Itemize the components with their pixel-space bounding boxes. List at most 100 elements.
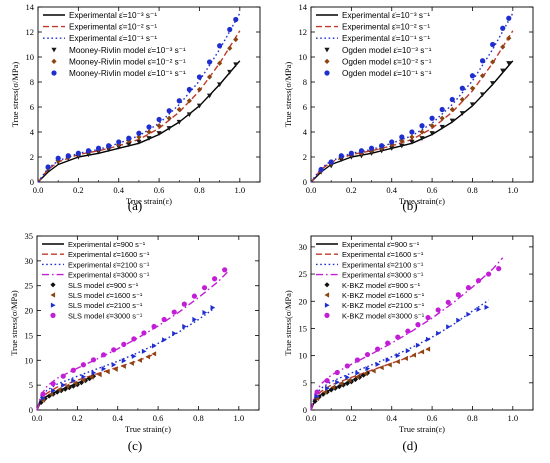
data-point (395, 334, 401, 340)
y-tick-label: 30 (299, 242, 308, 252)
data-point (355, 370, 361, 376)
data-point (233, 62, 239, 68)
x-tick-label: 0.0 (33, 185, 44, 195)
data-point (345, 374, 350, 380)
data-point (344, 363, 350, 369)
data-point (328, 387, 334, 393)
legend-entry: Experimental ε̇=3000 s⁻¹ (68, 271, 150, 280)
data-point (191, 293, 198, 299)
data-point (354, 357, 361, 363)
data-point (312, 398, 318, 404)
data-point (486, 271, 492, 277)
data-point (459, 85, 465, 91)
data-point (328, 159, 334, 165)
x-tick-label: 0.6 (154, 185, 165, 195)
y-tick-label: 0 (303, 177, 307, 187)
data-point (362, 370, 368, 377)
data-point (186, 112, 192, 118)
data-point (415, 322, 421, 328)
legend-marker (324, 292, 330, 298)
legend-entry: K-BKZ model ε̇=2100 s⁻¹ (342, 301, 425, 310)
data-point (50, 381, 56, 387)
legend-marker (324, 47, 330, 53)
data-point (80, 377, 86, 383)
data-point (411, 352, 417, 358)
data-point (379, 148, 385, 154)
legend-entry: Experimental ε̇=3000 s⁻¹ (342, 271, 424, 280)
series-5 (318, 35, 512, 174)
data-point (405, 328, 411, 334)
legend-entry: Experimental ε̇=10⁻¹ s⁻¹ (69, 34, 157, 43)
data-point (121, 363, 126, 369)
legend-entry: Ogden model ε̇=10⁻¹ s⁻¹ (342, 69, 432, 78)
data-point (156, 131, 162, 136)
legend: Experimental ε̇=10⁻³ s⁻¹ Experimental ε̇=… (316, 11, 432, 78)
data-point (338, 157, 344, 163)
data-point (129, 360, 134, 366)
data-point (96, 372, 102, 378)
y-tick-label: 10 (25, 355, 34, 365)
series-3 (310, 12, 514, 183)
data-point (409, 139, 415, 145)
data-point (217, 43, 223, 49)
data-point (389, 146, 395, 151)
plot-frame (37, 6, 261, 183)
data-point (479, 58, 486, 64)
data-point (131, 336, 137, 342)
data-point (227, 69, 233, 75)
data-point (45, 164, 51, 170)
data-point (469, 73, 476, 79)
x-tick-label: 1.0 (235, 185, 246, 195)
x-tick-label: 0.8 (194, 185, 205, 195)
data-point (358, 153, 365, 159)
data-point (70, 383, 76, 389)
data-point (348, 154, 354, 160)
y-tick-label: 10 (299, 351, 308, 361)
x-tick-label: 1.0 (234, 413, 245, 423)
legend: Experimental ε̇=10⁻³ s⁻¹ Experimental ε̇=… (43, 11, 186, 78)
data-point (181, 301, 187, 307)
data-point (196, 74, 203, 80)
data-point (399, 134, 405, 140)
data-point (64, 383, 70, 389)
data-point (335, 379, 340, 385)
data-point (318, 166, 324, 173)
data-point (484, 304, 490, 310)
y-tick-label: 4 (303, 127, 308, 137)
data-point (40, 391, 46, 397)
data-point (146, 129, 152, 135)
data-point (217, 82, 223, 88)
panel-label: (d) (402, 438, 417, 453)
legend-entry: Experimental ε̇=1600 s⁻¹ (342, 250, 424, 259)
data-point (206, 93, 213, 99)
legend-entry: Experimental ε̇=10⁻¹ s⁻¹ (342, 34, 430, 43)
legend-marker (50, 282, 56, 288)
legend-entry: SLS model ε̇=900 s⁻¹ (68, 281, 139, 290)
legend-entry: Experimental ε̇=2100 s⁻¹ (342, 260, 424, 269)
legend-entry: SLS model ε̇=2100 s⁻¹ (68, 301, 143, 310)
data-point (136, 130, 142, 136)
y-tick-label: 0 (303, 405, 307, 415)
data-point (116, 139, 122, 145)
data-point (370, 368, 376, 374)
legend-entry: Mooney-Rivlin model ε̇=10⁻¹ s⁻¹ (69, 69, 186, 78)
data-point (85, 148, 92, 154)
data-point (85, 152, 92, 158)
y-tick-label: 4 (30, 127, 35, 137)
data-point (111, 347, 117, 353)
legend-entry: SLS model ε̇=3000 s⁻¹ (68, 311, 143, 320)
panel-c: 0.0 0.2 0.4 0.6 0.8 1.0 0 5 10 15 20 25 30 35 True str… (9, 231, 260, 453)
data-point (506, 35, 512, 41)
panel-b: 0.0 0.2 0.4 0.6 0.8 1.0 0 2 4 6 8 10 12 14 True strain… (283, 2, 534, 213)
legend-entry: SLS model ε̇=1600 s⁻¹ (68, 291, 143, 300)
data-point (62, 386, 68, 392)
y-tick-label: 5 (303, 378, 307, 388)
plot-frame (310, 235, 534, 411)
data-point (60, 373, 66, 379)
series-4 (310, 257, 504, 411)
y-tick-label: 20 (25, 306, 34, 316)
data-point (476, 306, 482, 313)
legend-entry: Mooney-Rivlin model ε̇=10⁻³ s⁻¹ (69, 46, 186, 55)
y-tick-label: 2 (30, 152, 34, 162)
data-point (322, 389, 328, 395)
